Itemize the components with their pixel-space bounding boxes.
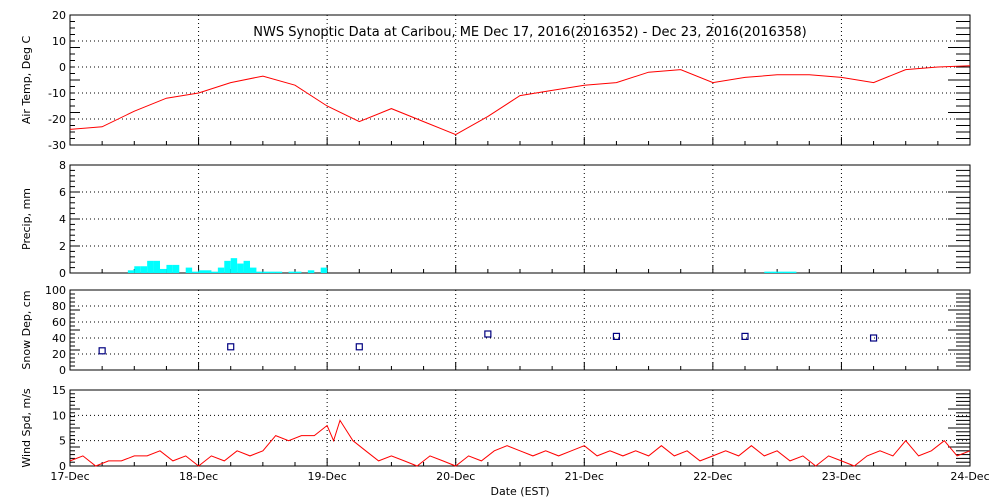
snow-depth-point — [227, 343, 235, 351]
y-tick-label: 8 — [59, 159, 66, 172]
y-tick-label: 2 — [59, 240, 66, 253]
y-tick-label: 0 — [59, 267, 66, 280]
series-2 — [127, 258, 797, 273]
precip-bar — [166, 264, 173, 273]
y-axis-label: Wind Spd, m/s — [20, 388, 33, 468]
x-tick-label: 24-Dec — [950, 470, 989, 483]
precip-bar — [140, 266, 148, 273]
panel-4: 15 10 5 0 Wind Spd, m/s — [20, 384, 971, 473]
precip-bar — [198, 270, 205, 273]
x-tick-label: 23-Dec — [822, 470, 861, 483]
precip-bar — [307, 270, 315, 273]
snow-depth-point — [355, 343, 363, 351]
y-tick-label: 40 — [52, 332, 66, 345]
precip-bar — [205, 270, 212, 273]
panel-1: 20 10 0 -10 -20 -30 Air Temp, Deg C — [20, 9, 971, 152]
precip-bar — [153, 260, 160, 273]
precip-bar — [192, 271, 199, 273]
y-tick-label: 100 — [45, 284, 66, 297]
y-tick-label: 20 — [52, 348, 66, 361]
y-axis-label: Snow Dep, cm — [20, 290, 33, 369]
series-3 — [98, 330, 878, 355]
panel-frame — [69, 289, 971, 371]
y-tick-label: 80 — [52, 300, 66, 313]
precip-bar — [269, 271, 276, 273]
precip-bar — [250, 267, 257, 273]
y-tick-label: 10 — [52, 409, 66, 422]
y-tick-label: 60 — [52, 316, 66, 329]
snow-depth-point — [869, 334, 878, 342]
series-line — [69, 65, 971, 136]
precip-bar — [134, 266, 141, 273]
precip-bar — [127, 270, 135, 273]
y-tick-label: 4 — [59, 213, 66, 226]
precip-bar — [275, 271, 283, 273]
x-axis: 17-Dec 18-Dec 19-Dec 20-Dec 21-Dec 22-Dec 23-D… — [50, 470, 989, 483]
precip-bar — [185, 267, 193, 273]
precip-bar — [790, 271, 797, 273]
precip-bar — [262, 271, 270, 273]
precip-bar — [320, 267, 328, 273]
x-tick-label: 17-Dec — [50, 470, 89, 483]
precip-bar — [783, 271, 790, 273]
snow-depth-point — [98, 347, 106, 355]
precip-bar — [295, 271, 302, 273]
snow-depth-point — [741, 332, 749, 340]
x-tick-label: 21-Dec — [565, 470, 604, 483]
precip-bar — [288, 271, 295, 273]
precip-bar — [243, 260, 250, 273]
y-tick-label: 15 — [52, 384, 66, 397]
precip-bar — [777, 271, 784, 273]
y-tick-label: 20 — [52, 9, 66, 22]
precip-bar — [237, 263, 244, 273]
panel-2: 8 6 4 2 0 Precip, mm — [20, 159, 971, 280]
y-tick-label: 5 — [59, 435, 66, 448]
precip-bar — [217, 267, 225, 273]
y-tick-label: 6 — [59, 186, 66, 199]
precip-bar — [230, 258, 238, 273]
x-tick-label: 18-Dec — [179, 470, 218, 483]
x-axis-label: Date (EST) — [490, 485, 549, 498]
y-axis-label: Air Temp, Deg C — [20, 36, 33, 125]
y-axis-label: Precip, mm — [20, 188, 33, 250]
chart-title: NWS Synoptic Data at Caribou, ME Dec 17,… — [253, 25, 806, 40]
series-4 — [69, 419, 971, 467]
precip-bar — [211, 271, 218, 273]
x-tick-label: 22-Dec — [693, 470, 732, 483]
precip-bar — [147, 260, 154, 273]
panel-3: 100 80 60 40 20 0 Snow Dep, cm — [20, 284, 971, 377]
panel-frame — [69, 389, 971, 467]
precip-bar — [764, 271, 771, 273]
precip-bar — [172, 264, 180, 273]
series-1 — [69, 65, 971, 136]
y-tick-label: -10 — [48, 87, 66, 100]
precip-bar — [160, 268, 167, 273]
snow-depth-point — [612, 332, 621, 340]
y-tick-label: 0 — [59, 61, 66, 74]
y-tick-label: 10 — [52, 35, 66, 48]
series-line — [69, 419, 971, 467]
precip-bar — [224, 260, 231, 273]
y-tick-label: 0 — [59, 364, 66, 377]
precip-bar — [256, 271, 263, 273]
precip-bar — [770, 271, 778, 273]
y-tick-label: -20 — [48, 113, 66, 126]
x-tick-label: 20-Dec — [436, 470, 475, 483]
y-tick-label: 0 — [59, 460, 66, 473]
snow-depth-point — [484, 330, 492, 338]
x-tick-label: 19-Dec — [308, 470, 347, 483]
y-tick-label: -30 — [48, 139, 66, 152]
